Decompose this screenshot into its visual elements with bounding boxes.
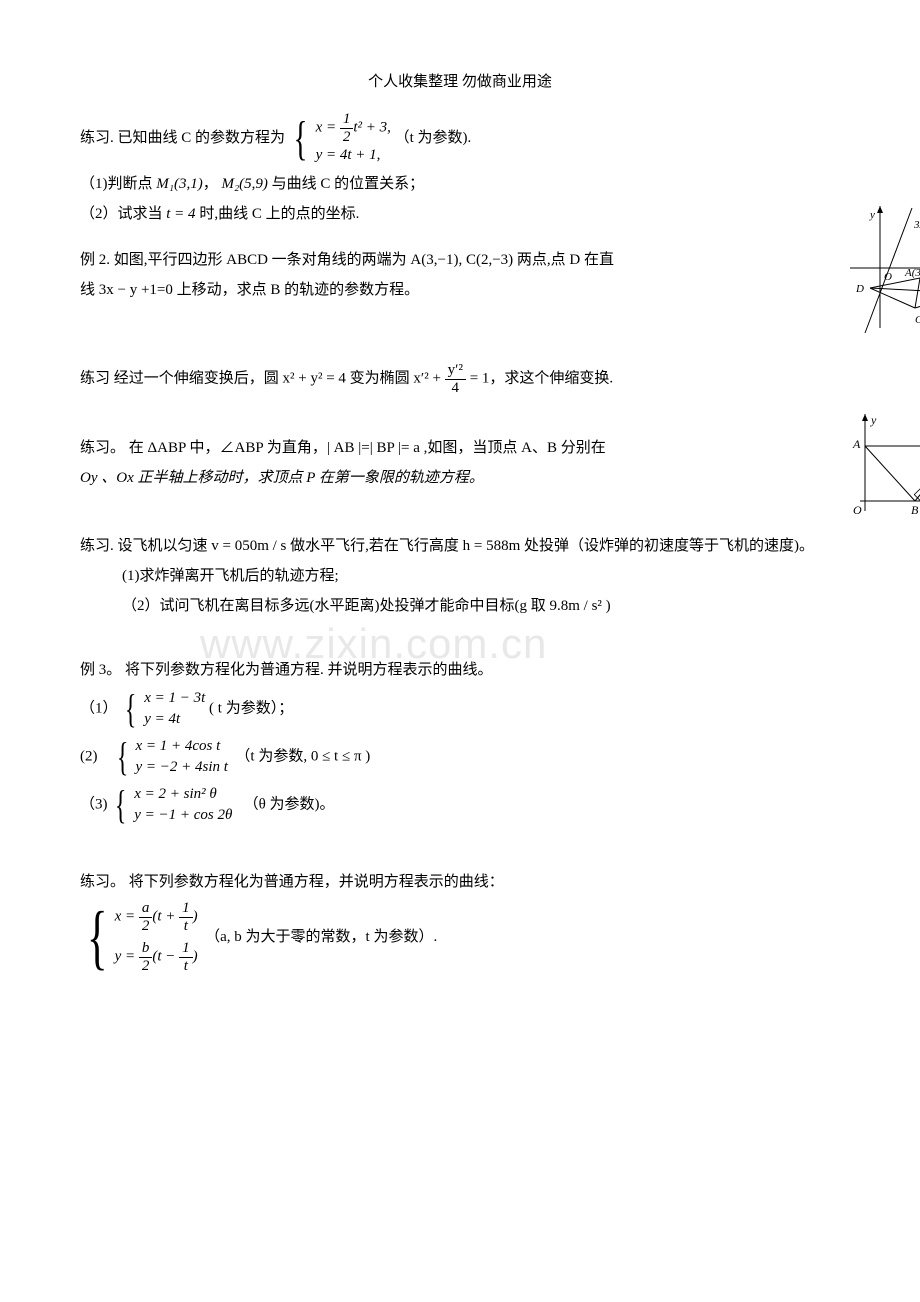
- svg-text:y: y: [869, 209, 875, 221]
- p1-q2a: （2）试求当: [80, 206, 166, 222]
- p3a: 练习 经过一个伸缩变换后，圆 x² + y² = 4 变为椭圆 x′² +: [80, 370, 445, 386]
- p1-q1b: ，: [203, 176, 222, 192]
- p6-c1-den: 2: [139, 918, 153, 935]
- ex3-3-tail: （θ 为参数)。: [244, 796, 335, 812]
- p1-tail: （t 为参数).: [395, 130, 472, 146]
- p1-q1c: 与曲线 C 的位置关系；: [268, 176, 424, 192]
- ex3-3-c1: x = 2 + sin² θ: [134, 784, 232, 805]
- practice-1: 练习. 已知曲线 C 的参数方程为 { x = 12t² + 3, y = 4t…: [80, 111, 840, 226]
- p6-c1b: (t +: [152, 908, 179, 924]
- p1-m1: M₁(3,1): [156, 176, 202, 192]
- page-header: 个人收集整理 勿做商业用途: [80, 70, 840, 91]
- p5a: 练习. 设飞机以匀速 v = 050m / s 做水平飞行,若在飞行高度 h =…: [80, 534, 840, 558]
- svg-text:B: B: [911, 503, 919, 517]
- p1-case2: y = 4t + 1,: [316, 145, 391, 166]
- practice-stretch: 练习 经过一个伸缩变换后，圆 x² + y² = 4 变为椭圆 x′² + y′…: [80, 362, 840, 396]
- svg-text:3x−y+1=0: 3x−y+1=0: [913, 219, 920, 231]
- p1-num: 1: [340, 111, 354, 129]
- example-3: 例 3。 将下列参数方程化为普通方程. 并说明方程表示的曲线。 （1） { x …: [80, 658, 840, 826]
- brace-icon: {: [115, 785, 127, 825]
- brace-icon: {: [87, 901, 108, 973]
- p6-c2a: y =: [115, 948, 139, 964]
- ex3-1-tail: ( t 为参数）；: [209, 700, 293, 716]
- p6-c1-num2: 1: [179, 900, 193, 918]
- p6-c2b: (t −: [152, 948, 179, 964]
- p6-c2c: ): [193, 948, 198, 964]
- svg-text:A: A: [852, 437, 861, 451]
- brace-icon: {: [125, 689, 137, 729]
- svg-text:O: O: [853, 503, 862, 517]
- p1-m2: M₂(5,9): [221, 176, 267, 192]
- p6-c2-den: 2: [139, 958, 153, 975]
- p3b: = 1，求这个伸缩变换.: [466, 370, 613, 386]
- p4a: 练习。 在 ΔABP 中，∠ABP 为直角，| AB |=| BP |= a ,…: [80, 436, 700, 460]
- example-2: 例 2. 如图,平行四边形 ABCD 一条对角线的两端为 A(3,−1), C(…: [80, 248, 840, 302]
- p5q1: (1)求炸弹离开飞机后的轨迹方程;: [80, 564, 840, 588]
- ex3-1-c1: x = 1 − 3t: [144, 688, 205, 709]
- practice-last: 练习。 将下列参数方程化为普通方程，并说明方程表示的曲线： { x = a2(t…: [80, 870, 840, 974]
- p4b: Oy 、Ox 正半轴上移动时，求顶点 P 在第一象限的轨迹方程。: [80, 470, 484, 486]
- p1-q2b: 时,曲线 C 上的点的坐标.: [196, 206, 360, 222]
- practice-airplane: 练习. 设飞机以匀速 v = 050m / s 做水平飞行,若在飞行高度 h =…: [80, 534, 840, 618]
- ex3-lead: 例 3。 将下列参数方程化为普通方程. 并说明方程表示的曲线。: [80, 658, 840, 682]
- ex2b: 线 3x − y +1=0 上移动，求点 B 的轨迹的参数方程。: [80, 278, 700, 302]
- p3-den: 4: [445, 380, 466, 397]
- p6-c1a: x =: [115, 908, 139, 924]
- p3-num: y′²: [445, 362, 466, 380]
- ex3-1-c2: y = 4t: [144, 709, 205, 730]
- ex3-3-label: （3): [80, 796, 108, 812]
- p6-c1-num: a: [139, 900, 153, 918]
- p6-lead: 练习。 将下列参数方程化为普通方程，并说明方程表示的曲线：: [80, 870, 840, 894]
- ex3-2-c2: y = −2 + 4sin t: [135, 757, 227, 778]
- svg-text:A(3,−1): A(3,−1): [904, 267, 920, 279]
- p5q2: （2）试问飞机在离目标多远(水平距离)处投弹才能命中目标(g 取 9.8m / …: [80, 594, 840, 618]
- p6-tail: （a, b 为大于零的常数，t 为参数）.: [205, 925, 437, 949]
- p1-lead: 练习. 已知曲线 C 的参数方程为: [80, 130, 285, 146]
- p6-c1-den2: t: [179, 918, 193, 935]
- p6-c2-num2: 1: [179, 940, 193, 958]
- ex2a: 例 2. 如图,平行四边形 ABCD 一条对角线的两端为 A(3,−1), C(…: [80, 248, 700, 272]
- p1-q1a: （1)判断点: [80, 176, 156, 192]
- ex3-3-c2: y = −1 + cos 2θ: [134, 805, 232, 826]
- brace-icon: {: [293, 115, 307, 163]
- p6-c1c: ): [193, 908, 198, 924]
- practice-triangle: 练习。 在 ΔABP 中，∠ABP 为直角，| AB |=| BP |= a ,…: [80, 436, 840, 490]
- svg-text:O: O: [884, 271, 892, 283]
- p6-c2-num: b: [139, 940, 153, 958]
- svg-text:C(2,−3): C(2,−3): [915, 314, 920, 326]
- p1-case1b: t² + 3,: [353, 119, 391, 135]
- p6-c2-den2: t: [179, 958, 193, 975]
- brace-icon: {: [116, 737, 128, 777]
- ex3-2-c1: x = 1 + 4cos t: [135, 736, 227, 757]
- figure-2: y x O A B C P: [845, 406, 920, 521]
- ex3-2-label: (2): [80, 748, 98, 764]
- svg-text:y: y: [870, 413, 877, 427]
- svg-text:D: D: [855, 283, 864, 295]
- ex3-1-label: （1）: [80, 700, 118, 716]
- p1-case1a: x =: [316, 119, 340, 135]
- ex3-2-tail: （t 为参数, 0 ≤ t ≤ π ): [235, 748, 370, 764]
- p1-den: 2: [340, 129, 354, 146]
- figure-1: y x O 3x−y+1=0 A(3,−1) B C(2,−3) D: [840, 198, 920, 338]
- p1-q2eq: t = 4: [166, 206, 195, 222]
